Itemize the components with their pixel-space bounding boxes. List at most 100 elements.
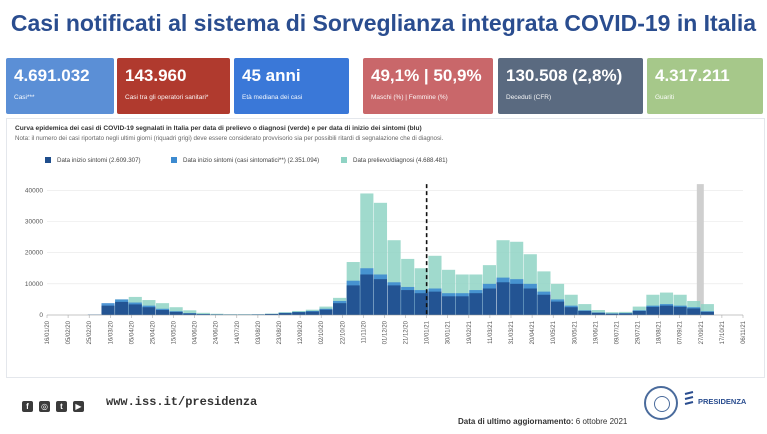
x-tick-label: 25/02/20 [87, 320, 93, 344]
bar [510, 283, 524, 315]
bar [469, 293, 483, 315]
x-tick-label: 25/04/20 [150, 320, 156, 344]
kpi-label: Casi tra gli operatori sanitari* [125, 94, 209, 101]
presidenza-label: PRESIDENZA [698, 397, 747, 406]
kpi-label: Età mediana dei casi [242, 94, 303, 101]
x-tick-label: 01/12/20 [382, 320, 388, 344]
bar [169, 307, 183, 315]
iss-seal-logo [644, 386, 678, 420]
legend-swatch [45, 157, 51, 163]
x-tick-label: 11/11/20 [361, 320, 367, 343]
bar [442, 296, 456, 315]
bar [482, 288, 496, 315]
kpi-value: 130.508 (2,8%) [506, 66, 623, 85]
x-tick-label: 09/07/21 [614, 320, 620, 344]
footer: f ◎ t ▶ www.iss.it/presidenza Data di ultim… [0, 384, 767, 434]
bar [401, 290, 415, 315]
x-tick-label: 12/09/20 [298, 320, 304, 344]
kpi-value: 4.317.211 [655, 66, 730, 85]
legend-swatch [341, 157, 347, 163]
bar [183, 310, 197, 315]
bar [101, 305, 115, 315]
bar [455, 296, 469, 315]
x-tick-label: 19/06/21 [593, 320, 599, 344]
provisional-box [696, 184, 704, 315]
legend-item[interactable]: Data inizio sintomi (casi sintomatici**)… [171, 157, 319, 164]
x-tick-label: 10/05/21 [551, 320, 557, 344]
bar [142, 307, 156, 315]
bar [196, 314, 210, 315]
bar [183, 313, 197, 315]
kpi-value: 45 anni [242, 66, 301, 85]
bar [128, 304, 142, 315]
kpi-value: 49,1% | 50,9% [371, 66, 482, 85]
bar [687, 308, 701, 315]
bar [673, 306, 687, 315]
bar [564, 307, 578, 315]
bar [333, 303, 347, 315]
x-tick-label: 04/06/20 [193, 320, 199, 344]
youtube-icon[interactable]: ▶ [73, 401, 84, 412]
bar [292, 312, 306, 315]
kpi-card-deaths: 130.508 (2,8%) Deceduti (CFR) [498, 58, 643, 114]
chart-panel: Curva epidemica dei casi di COVID-19 seg… [6, 118, 765, 378]
x-tick-label: 20/04/21 [530, 320, 536, 344]
x-tick-label: 16/01/20 [45, 320, 51, 344]
y-tick-label: 20000 [25, 250, 43, 257]
bar [360, 274, 374, 315]
bar [414, 293, 428, 315]
twitter-icon[interactable]: t [56, 401, 67, 412]
bar [523, 288, 537, 315]
bar [537, 294, 551, 315]
social-links: f ◎ t ▶ [22, 396, 90, 414]
x-tick-label: 19/02/21 [467, 320, 473, 344]
bar [659, 305, 674, 315]
y-tick-label: 10000 [25, 281, 43, 288]
x-tick-label: 14/07/20 [235, 320, 241, 344]
x-tick-label: 16/03/20 [108, 320, 114, 344]
x-tick-label: 21/12/20 [404, 320, 410, 344]
last-update: Data di ultimo aggiornamento: 6 ottobre … [458, 417, 627, 426]
x-tick-label: 10/01/21 [425, 320, 431, 344]
update-label: Data di ultimo aggiornamento: [458, 417, 576, 426]
facebook-icon[interactable]: f [22, 401, 33, 412]
bar [115, 301, 129, 315]
bar [428, 291, 442, 315]
x-tick-label: 18/08/21 [657, 320, 663, 344]
x-tick-label: 07/09/21 [678, 320, 684, 344]
kpi-card-median-age: 45 anni Età mediana dei casi [234, 58, 349, 114]
bar [278, 313, 292, 315]
bar [605, 313, 619, 315]
kpi-label: Guariti [655, 94, 675, 101]
bar [646, 306, 660, 315]
x-tick-label: 02/10/20 [319, 320, 325, 344]
site-link[interactable]: www.iss.it/presidenza [106, 395, 258, 409]
kpi-card-recovered: 4.317.211 Guariti [647, 58, 763, 114]
chart-title: Curva epidemica dei casi di COVID-19 seg… [15, 125, 422, 132]
kpi-card-sex-ratio: 49,1% | 50,9% Maschi (%) | Femmine (%) [363, 58, 493, 114]
bar [346, 285, 360, 315]
x-tick-label: 24/06/20 [214, 320, 220, 344]
x-tick-label: 06/11/21 [741, 320, 747, 344]
legend-item[interactable]: Data prelievo/diagnosi (4.688.481) [341, 157, 448, 164]
bar [578, 310, 592, 315]
bar [619, 313, 633, 315]
chart-note: Nota: il numero dei casi riportato negli… [15, 135, 444, 142]
bar [700, 304, 714, 315]
bar [700, 311, 714, 315]
x-tick-label: 27/09/21 [699, 320, 705, 344]
legend-item[interactable]: Data inizio sintomi (2.609.307) [45, 157, 141, 164]
x-tick-label: 15/05/20 [172, 320, 178, 344]
bar [591, 310, 605, 315]
legend-label: Data prelievo/diagnosi (4.688.481) [353, 157, 448, 164]
bar [305, 311, 319, 315]
x-tick-label: 11/03/21 [488, 320, 494, 344]
x-tick-label: 05/04/20 [129, 320, 135, 344]
kpi-label: Casi*** [14, 94, 35, 101]
x-tick-label: 30/01/21 [446, 320, 452, 344]
legend-label: Data inizio sintomi (2.609.307) [57, 157, 141, 164]
instagram-icon[interactable]: ◎ [39, 401, 50, 412]
x-tick-label: 17/10/21 [720, 320, 726, 344]
kpi-value: 4.691.032 [14, 66, 90, 85]
bar [169, 311, 183, 315]
